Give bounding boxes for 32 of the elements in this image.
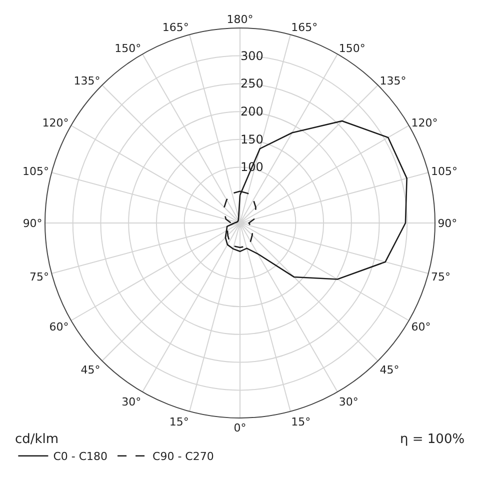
text: cd/klm bbox=[15, 432, 59, 447]
spoke-label: 45° bbox=[380, 363, 400, 376]
spoke-label: 75° bbox=[30, 270, 50, 284]
spoke-label: 150° bbox=[338, 42, 366, 55]
spoke-label: 45° bbox=[80, 363, 100, 376]
legend-label: C90 - C270 bbox=[152, 450, 214, 464]
spoke-label: 165° bbox=[162, 20, 189, 34]
spoke-label: 135° bbox=[380, 74, 406, 88]
spoke-label: 60° bbox=[49, 320, 69, 334]
spoke-label: 15° bbox=[291, 416, 311, 429]
spoke-label: 90° bbox=[438, 216, 458, 230]
spoke-label: 30° bbox=[338, 396, 358, 409]
spoke-label: 180° bbox=[226, 13, 254, 26]
spoke-label: 105° bbox=[22, 164, 50, 178]
text: η = 100% bbox=[400, 432, 465, 447]
spoke-label: 135° bbox=[74, 74, 100, 88]
spoke-label: 120° bbox=[411, 116, 438, 130]
spoke-label: 15° bbox=[169, 416, 189, 429]
spoke-label: 60° bbox=[411, 320, 431, 334]
spoke-label: 75° bbox=[430, 270, 450, 284]
y-tick-label: 150 bbox=[240, 132, 264, 146]
spoke-label: 150° bbox=[114, 42, 142, 55]
y-tick-label: 250 bbox=[240, 76, 264, 91]
spoke-label: 30° bbox=[122, 396, 142, 409]
spoke-label: 105° bbox=[430, 164, 458, 178]
y-tick-label: 200 bbox=[240, 104, 264, 118]
legend-label: C0 - C180 bbox=[53, 450, 108, 464]
spoke-label: 90° bbox=[22, 216, 42, 230]
y-tick-label: 300 bbox=[240, 48, 264, 63]
spoke-label: 0° bbox=[234, 422, 246, 435]
spoke-label: 120° bbox=[42, 116, 69, 130]
spoke-label: 165° bbox=[291, 20, 318, 34]
